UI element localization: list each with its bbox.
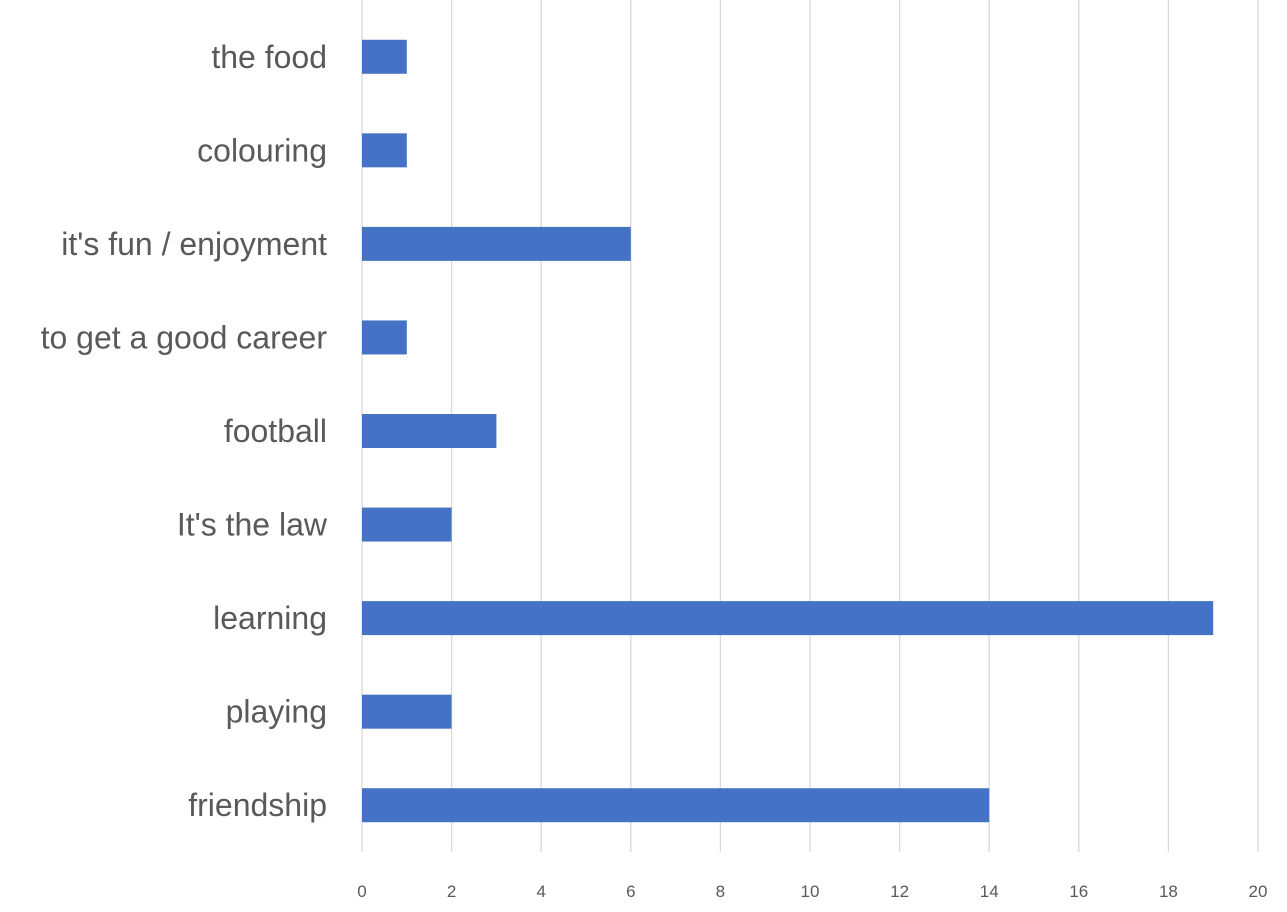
category-label: to get a good career xyxy=(41,319,328,355)
gridlines xyxy=(361,0,1259,852)
x-tick-label: 10 xyxy=(801,882,820,901)
bar xyxy=(362,226,631,261)
x-tick-label: 8 xyxy=(716,882,725,901)
category-label: learning xyxy=(213,600,327,636)
x-tick-label: 20 xyxy=(1249,882,1268,901)
bar xyxy=(362,601,1214,636)
category-label: playing xyxy=(226,694,327,730)
x-tick-label: 14 xyxy=(980,882,999,901)
bar xyxy=(362,414,497,448)
bar xyxy=(362,133,407,168)
category-labels: the food colouring it's fun / enjoyment to … xyxy=(41,39,328,823)
x-tick-label: 6 xyxy=(626,882,635,901)
x-tick-label: 16 xyxy=(1069,882,1088,901)
bar xyxy=(362,507,452,542)
bar xyxy=(362,788,990,823)
bar xyxy=(362,320,407,355)
x-tick-label: 2 xyxy=(447,882,456,901)
x-tick-label: 18 xyxy=(1159,882,1178,901)
category-label: colouring xyxy=(197,132,327,168)
category-label: the food xyxy=(211,39,327,75)
bar xyxy=(362,39,407,74)
category-label: football xyxy=(224,413,327,449)
bars xyxy=(362,39,1214,823)
x-axis-tick-labels: 0 2 4 6 8 10 12 14 16 18 20 xyxy=(357,882,1267,901)
category-label: it's fun / enjoyment xyxy=(61,226,327,262)
bar xyxy=(362,694,452,729)
category-label: friendship xyxy=(188,787,327,823)
x-tick-label: 4 xyxy=(536,882,545,901)
category-label: It's the law xyxy=(177,507,328,543)
x-tick-label: 0 xyxy=(357,882,366,901)
x-tick-label: 12 xyxy=(890,882,909,901)
